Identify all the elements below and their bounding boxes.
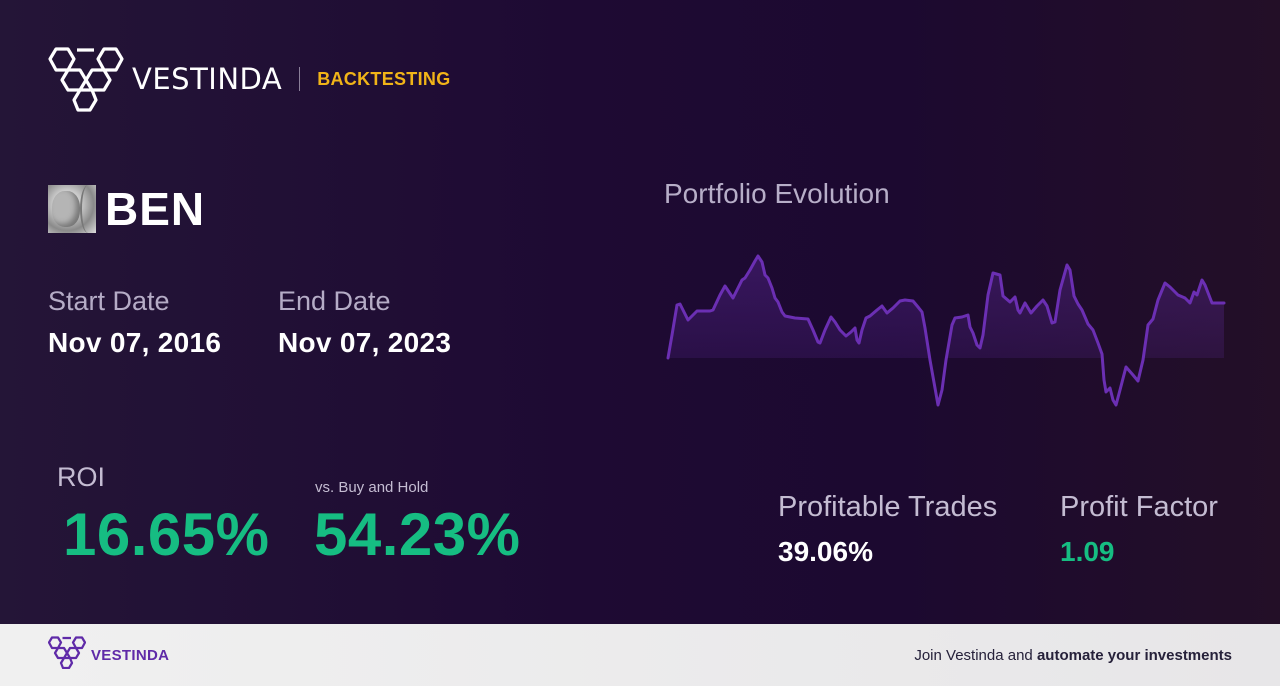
chart-title: Portfolio Evolution [664, 178, 890, 209]
footer-cta-bold: automate your investments [1036, 646, 1232, 664]
roi-label: ROI [57, 462, 106, 492]
roi-value: 16.65% [63, 501, 270, 568]
end-date-value: Nov 07, 2023 [278, 327, 452, 358]
chart-area-fill [668, 256, 1224, 358]
profit-factor-value: 1.09 [1060, 536, 1115, 567]
chart-line [666, 254, 1226, 407]
vestinda-hexagon-logo-icon [47, 636, 87, 674]
start-date-block: Start Date Nov 07, 2016 [48, 286, 221, 359]
footer-cta-link[interactable]: Join Vestinda and automate your investme… [914, 647, 1232, 664]
end-date-block: End Date Nov 07, 2023 [278, 286, 451, 359]
ticker-header: BEN [48, 182, 205, 236]
backtest-card: VESTINDA BACKTESTING BEN Start Date Nov … [0, 0, 1280, 624]
start-date-value: Nov 07, 2016 [48, 327, 222, 358]
end-date-label: End Date [278, 286, 391, 316]
header-divider [299, 67, 301, 91]
profitable-trades-label: Profitable Trades [778, 491, 998, 523]
vestinda-hexagon-logo-icon [48, 46, 124, 112]
header-logo[interactable]: VESTINDA BACKTESTING [48, 46, 451, 112]
footer-logo[interactable]: VESTINDA [47, 636, 170, 674]
vs-buy-hold-value: 54.23% [314, 501, 521, 568]
benjamin-franklin-portrait-icon [48, 185, 96, 233]
profit-factor-label: Profit Factor [1060, 491, 1218, 523]
vs-buy-hold-label: vs. Buy and Hold [315, 479, 429, 496]
start-date-label: Start Date [48, 286, 170, 316]
section-tag: BACKTESTING [317, 68, 451, 89]
footer-cta-prefix: Join Vestinda and [914, 646, 1037, 664]
portfolio-evolution-chart [660, 240, 1240, 425]
footer-brand-name: VESTINDA [91, 646, 170, 664]
ticker-symbol: BEN [105, 183, 206, 235]
footer: VESTINDA Join Vestinda and automate your… [0, 624, 1280, 686]
profitable-trades-value: 39.06% [778, 536, 873, 567]
brand-name: VESTINDA [132, 62, 283, 96]
